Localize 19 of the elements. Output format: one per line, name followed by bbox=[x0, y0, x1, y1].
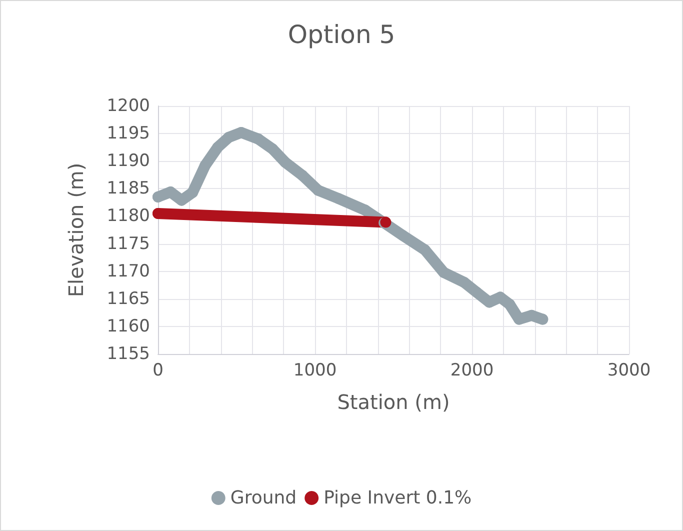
y-tick-label: 1170 bbox=[106, 261, 150, 282]
x-tick-label: 0 bbox=[152, 360, 164, 380]
chart-title: Option 5 bbox=[288, 20, 396, 49]
x-tick-label: 1000 bbox=[293, 360, 337, 380]
x-tick-label: 3000 bbox=[607, 360, 651, 380]
y-tick-label: 1175 bbox=[106, 234, 150, 254]
y-tick-label: 1155 bbox=[106, 344, 150, 364]
y-tick-label: 1190 bbox=[106, 151, 150, 172]
y-tick-label: 1180 bbox=[106, 206, 150, 226]
y-tick-label: 1165 bbox=[106, 288, 150, 309]
y-axis-title: Elevation (m) bbox=[64, 162, 88, 298]
y-tick-label: 1200 bbox=[106, 96, 150, 116]
x-tick-label: 2000 bbox=[450, 360, 494, 380]
y-tick-label: 1195 bbox=[106, 124, 150, 144]
legend-label: Pipe Invert 0.1% bbox=[324, 488, 472, 508]
x-axis-title: Station (m) bbox=[337, 390, 450, 414]
legend-label: Ground bbox=[230, 488, 297, 508]
y-tick-label: 1160 bbox=[106, 316, 150, 336]
y-tick-label: 1185 bbox=[106, 178, 150, 199]
